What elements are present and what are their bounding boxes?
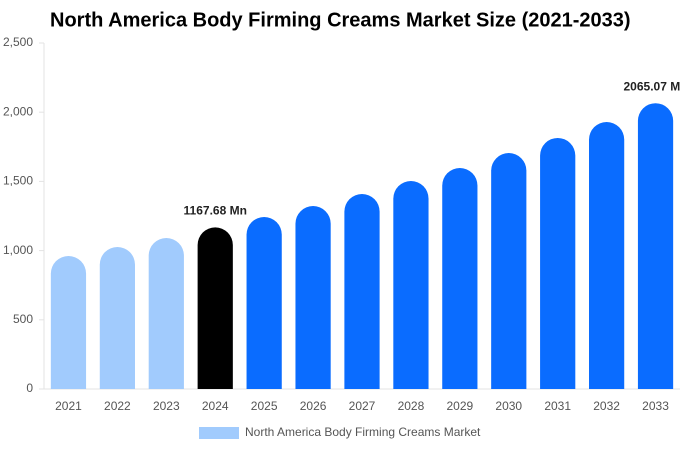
bar [344,193,380,389]
bar [197,227,233,389]
x-tick-label: 2029 [446,399,473,413]
bar [589,122,625,389]
x-tick-label: 2026 [300,399,327,413]
x-tick-label: 2021 [55,399,82,413]
x-tick-label: 2024 [202,399,229,413]
x-tick-label: 2025 [251,399,278,413]
y-tick-label: 500 [13,312,33,326]
y-tick-label: 1,000 [3,243,33,257]
y-tick-label: 1,500 [3,174,33,188]
bar [99,247,135,389]
x-tick-label: 2028 [398,399,425,413]
bar [393,180,429,389]
x-tick-label: 2027 [349,399,376,413]
x-tick-label: 2022 [104,399,131,413]
legend-swatch [199,427,239,439]
bar [540,137,576,389]
bar [246,216,282,389]
x-tick-label: 2030 [495,399,522,413]
y-tick-label: 0 [26,381,33,395]
y-tick-label: 2,500 [3,35,33,49]
bar [50,256,87,389]
x-tick-label: 2032 [593,399,620,413]
value-label: 1167.68 Mn [184,204,247,218]
legend-label: North America Body Firming Creams Market [245,425,481,439]
bar [148,238,184,389]
bar [295,206,331,389]
x-tick-label: 2033 [642,399,669,413]
bar [491,153,527,389]
y-tick-label: 2,000 [3,104,33,118]
bar [637,103,674,390]
x-tick-label: 2031 [544,399,571,413]
chart-title: North America Body Firming Creams Market… [50,9,631,31]
x-tick-label: 2023 [153,399,180,413]
value-label: 2065.07 Mn [624,79,680,93]
bar [442,167,478,389]
